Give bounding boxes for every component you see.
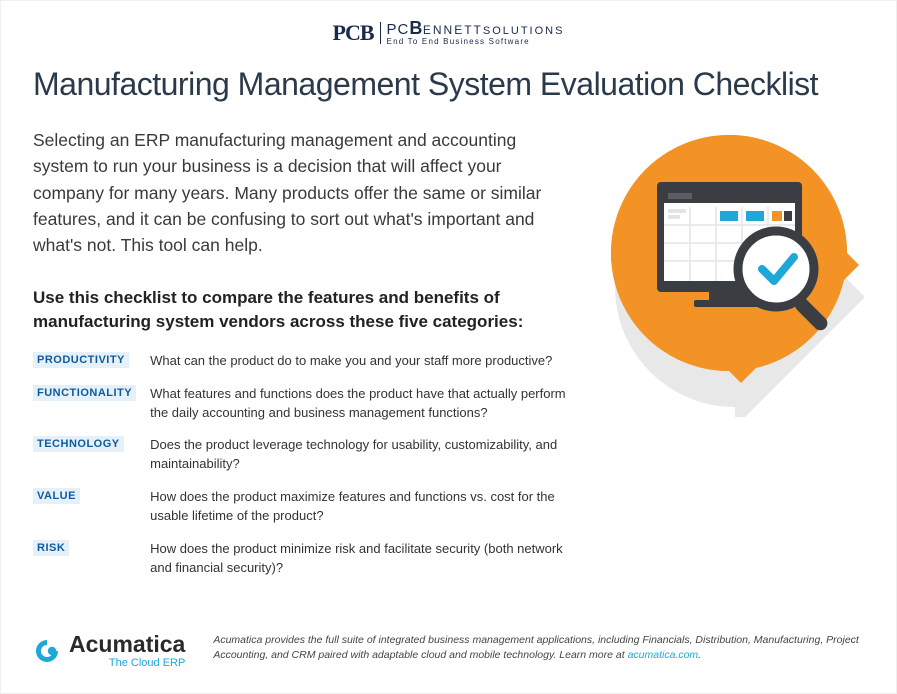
logo-tagline: End To End Business Software <box>387 38 565 46</box>
content-row: Selecting an ERP manufacturing managemen… <box>33 127 864 591</box>
footer-text: Acumatica provides the full suite of int… <box>213 633 864 663</box>
monitor-checklist-icon: s <box>594 127 864 417</box>
category-desc: What can the product do to make you and … <box>150 352 574 385</box>
footer-period: . <box>698 649 701 661</box>
subheading: Use this checklist to compare the featur… <box>33 286 574 334</box>
category-label: VALUE <box>33 488 80 504</box>
pcbennett-logo: PCB PCBENNETTSOLUTIONS End To End Busine… <box>333 19 565 46</box>
footer-body: Acumatica provides the full suite of int… <box>213 634 859 661</box>
logo-divider <box>380 22 381 44</box>
page: PCB PCBENNETTSOLUTIONS End To End Busine… <box>0 0 897 694</box>
logo-text: PCBENNETTSOLUTIONS <box>387 19 565 37</box>
category-desc: Does the product leverage technology for… <box>150 436 574 488</box>
content-column: Selecting an ERP manufacturing managemen… <box>33 127 574 591</box>
category-label: RISK <box>33 540 69 556</box>
category-row: PRODUCTIVITY What can the product do to … <box>33 352 574 385</box>
category-table: PRODUCTIVITY What can the product do to … <box>33 352 574 592</box>
category-row: VALUE How does the product maximize feat… <box>33 488 574 540</box>
category-row: TECHNOLOGY Does the product leverage tec… <box>33 436 574 488</box>
acumatica-logo: Acumatica The Cloud ERP <box>33 633 185 669</box>
category-label: FUNCTIONALITY <box>33 385 136 401</box>
acumatica-icon <box>33 637 61 665</box>
category-row: RISK How does the product minimize risk … <box>33 540 574 592</box>
acumatica-name: Acumatica <box>69 633 185 656</box>
illustration: s <box>594 127 864 422</box>
category-desc: How does the product minimize risk and f… <box>150 540 574 592</box>
header-logo: PCB PCBENNETTSOLUTIONS End To End Busine… <box>33 19 864 46</box>
category-desc: What features and functions does the pro… <box>150 385 574 437</box>
intro-paragraph: Selecting an ERP manufacturing managemen… <box>33 127 573 258</box>
acumatica-tagline: The Cloud ERP <box>69 658 185 669</box>
footer-link[interactable]: acumatica.com <box>628 649 699 661</box>
category-desc: How does the product maximize features a… <box>150 488 574 540</box>
category-row: FUNCTIONALITY What features and function… <box>33 385 574 437</box>
category-label: PRODUCTIVITY <box>33 352 129 368</box>
footer: Acumatica The Cloud ERP Acumatica provid… <box>33 633 864 669</box>
logo-mark: PCB <box>333 20 374 46</box>
category-label: TECHNOLOGY <box>33 436 124 452</box>
page-title: Manufacturing Management System Evaluati… <box>33 66 864 103</box>
